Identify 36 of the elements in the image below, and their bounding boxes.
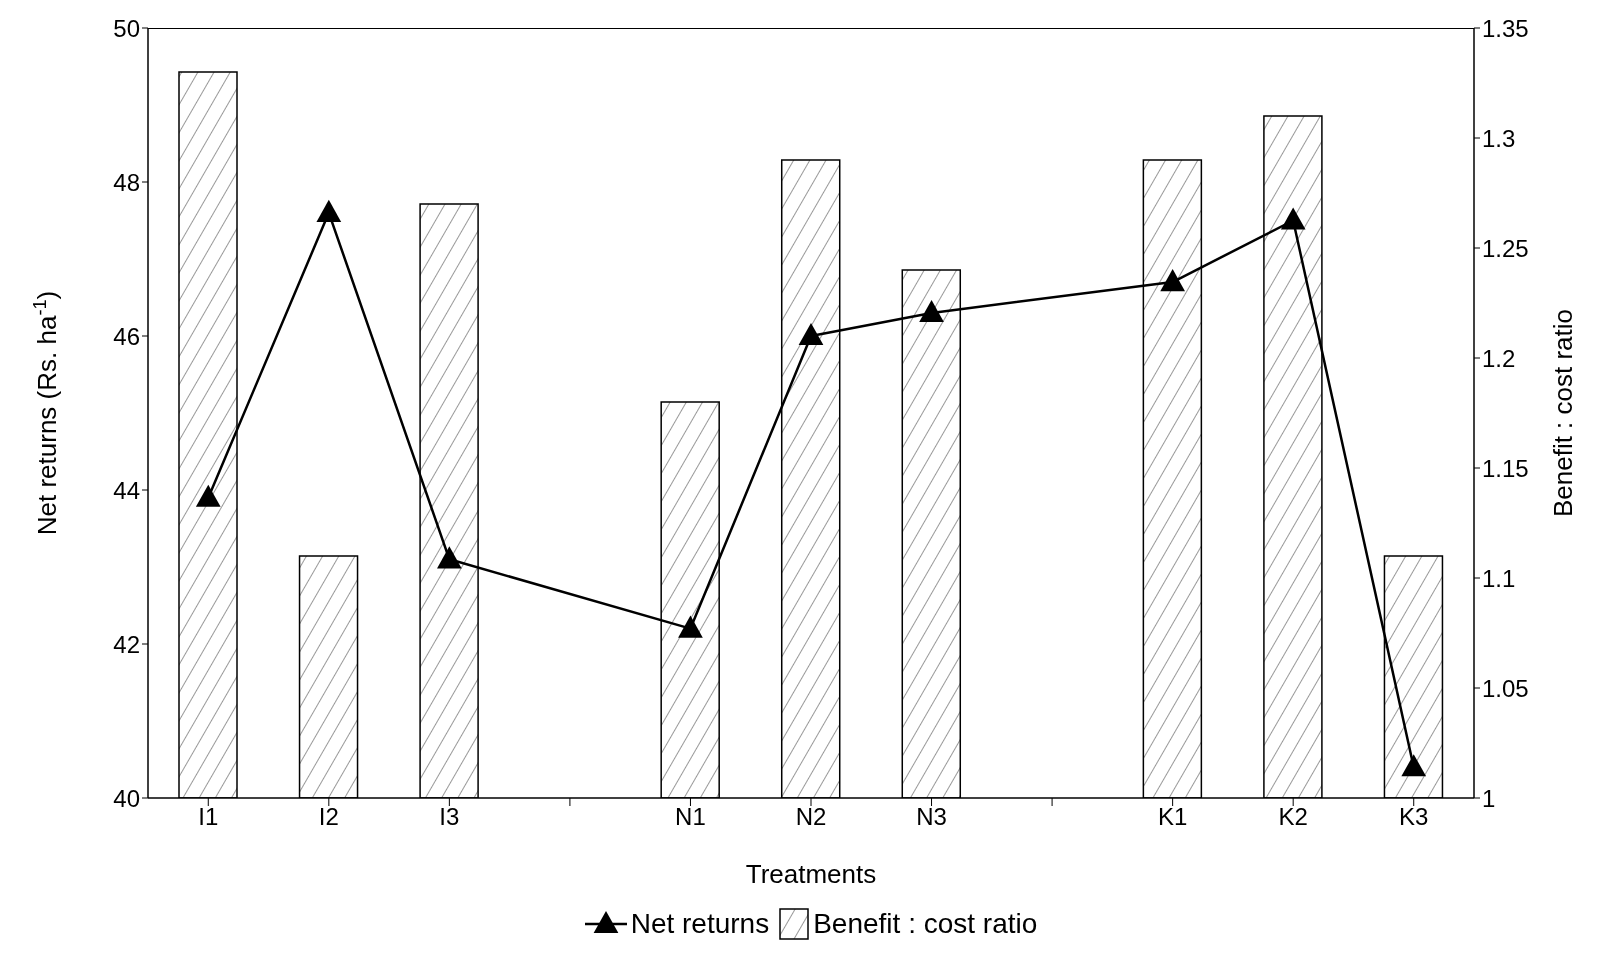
y-tick-label: 48 xyxy=(113,168,140,196)
x-tick-label: N1 xyxy=(675,803,706,831)
point xyxy=(798,323,824,346)
point xyxy=(1401,754,1427,777)
y2-tick-label: 1.2 xyxy=(1482,344,1516,372)
point xyxy=(1280,207,1306,230)
y-tick-label: 46 xyxy=(113,322,140,350)
y2-tick-label: 1.25 xyxy=(1482,234,1529,262)
point xyxy=(678,615,703,638)
y-tick-label: 40 xyxy=(113,784,140,812)
point xyxy=(919,299,944,322)
y2-tick-label: 1.15 xyxy=(1482,454,1529,482)
x-tick-label: N3 xyxy=(916,803,947,831)
y-tick-label: 42 xyxy=(113,630,140,658)
x-tick-label: I1 xyxy=(198,803,219,831)
x-tick-label: I3 xyxy=(439,803,460,831)
x-tick-label: K2 xyxy=(1278,803,1308,831)
x-tick-label: I2 xyxy=(318,803,339,831)
y2-tick-label: 1.1 xyxy=(1482,564,1516,592)
point xyxy=(1160,269,1185,292)
x-axis-title: Treatments xyxy=(745,859,877,889)
x-tick-label: K3 xyxy=(1399,803,1429,831)
y2-tick-label: 1.05 xyxy=(1482,674,1529,702)
x-tick-label: N2 xyxy=(795,803,827,831)
y2-axis-title: Benefit : cost ratio xyxy=(1548,308,1578,518)
y-tick-label: 44 xyxy=(113,476,140,504)
legend-label: Benefit : cost ratio xyxy=(813,908,1038,940)
point xyxy=(195,484,221,507)
x-tick-label: K1 xyxy=(1157,803,1188,831)
y-tick-label: 50 xyxy=(113,14,140,42)
point xyxy=(316,199,342,222)
y2-tick-label: 1.3 xyxy=(1482,124,1516,152)
legend-label: Net returns xyxy=(630,908,770,940)
y2-tick-label: 1 xyxy=(1482,784,1496,812)
point xyxy=(437,546,462,569)
y2-tick-label: 1.35 xyxy=(1482,14,1529,42)
